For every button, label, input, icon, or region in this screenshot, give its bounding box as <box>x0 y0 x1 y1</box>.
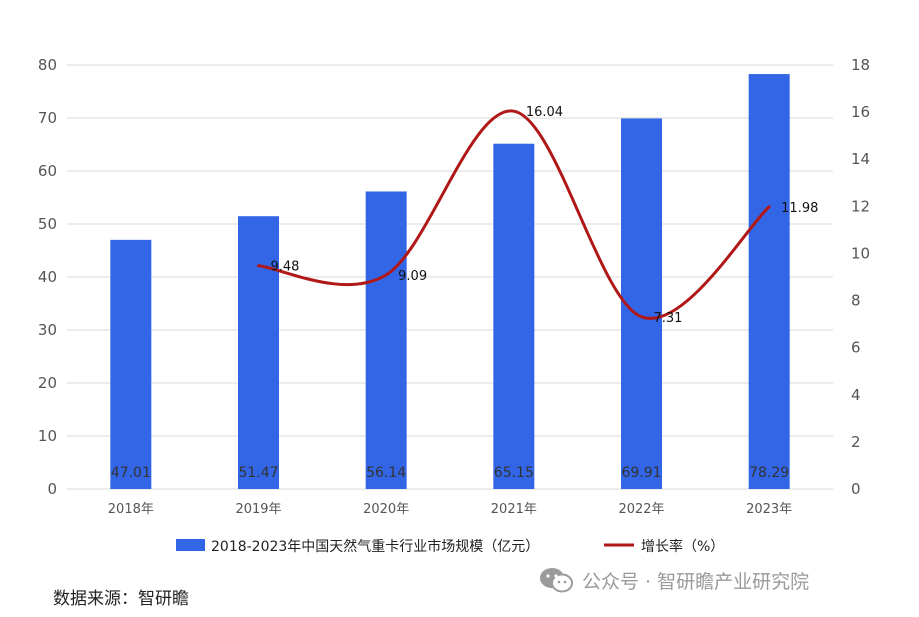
watermark-text: 公众号 · 智研瞻产业研究院 <box>582 570 810 593</box>
line-data-label: 11.98 <box>781 201 818 216</box>
bar-data-label: 56.14 <box>366 465 406 481</box>
bar <box>748 74 790 490</box>
x-tick-label: 2018年 <box>108 502 154 517</box>
y-right-tick-label: 8 <box>851 292 861 310</box>
y-right-tick-label: 10 <box>851 244 870 262</box>
legend-bar-swatch <box>176 539 205 551</box>
legend: 2018-2023年中国天然气重卡行业市场规模（亿元） 增长率（%） <box>176 538 724 555</box>
y-left-tick-label: 0 <box>47 480 57 498</box>
grid-lines <box>67 64 833 490</box>
y-right-tick-label: 18 <box>851 56 870 74</box>
source-note: 数据来源：智研瞻 <box>53 589 189 609</box>
bar-data-label: 65.15 <box>494 465 534 481</box>
bar-data-label: 51.47 <box>238 465 278 481</box>
line-data-label: 16.04 <box>526 105 563 120</box>
y-left-tick-label: 30 <box>38 321 57 339</box>
bar-data-labels: 47.01 51.47 56.14 65.15 69.91 78.29 <box>111 465 789 481</box>
y-left-tick-label: 50 <box>38 215 57 233</box>
bar-data-label: 47.01 <box>111 465 151 481</box>
bar <box>493 143 535 489</box>
x-tick-label: 2023年 <box>746 502 792 517</box>
line-series <box>257 109 771 320</box>
line-data-label: 9.09 <box>398 269 427 284</box>
x-tick-label: 2021年 <box>491 502 537 517</box>
y-right-tick-label: 0 <box>851 480 861 498</box>
line-data-labels: 9.48 9.09 16.04 7.31 11.98 <box>271 105 819 326</box>
y-right-tick-label: 14 <box>851 150 870 168</box>
bar <box>621 118 662 490</box>
line-data-label: 9.48 <box>271 260 300 275</box>
wechat-icon <box>540 568 573 593</box>
x-axis: 2018年 2019年 2020年 2021年 2022年 2023年 <box>108 502 792 517</box>
legend-bar-label: 2018-2023年中国天然气重卡行业市场规模（亿元） <box>211 538 539 555</box>
x-tick-label: 2022年 <box>618 502 664 517</box>
line-data-label: 7.31 <box>654 311 683 326</box>
y-left-tick-label: 60 <box>38 162 57 180</box>
bar <box>110 239 152 489</box>
x-tick-label: 2020年 <box>363 502 409 517</box>
growth-rate-line <box>257 109 771 320</box>
watermark: 公众号 · 智研瞻产业研究院 <box>538 566 809 594</box>
y-left-tick-label: 20 <box>38 374 57 392</box>
y-left-tick-label: 40 <box>38 268 57 286</box>
bar-series <box>110 74 790 490</box>
bar-data-label: 69.91 <box>621 465 661 481</box>
bar <box>365 191 407 489</box>
legend-line-label: 增长率（%） <box>641 538 724 555</box>
y-right-tick-label: 2 <box>851 433 861 451</box>
y-right-tick-label: 16 <box>851 103 870 121</box>
y-right-axis: 0 2 4 6 8 10 12 14 16 18 <box>851 56 870 498</box>
y-left-tick-label: 10 <box>38 427 57 445</box>
y-right-tick-label: 4 <box>851 386 861 404</box>
y-left-tick-label: 70 <box>38 109 57 127</box>
bar-data-label: 78.29 <box>749 465 789 481</box>
y-left-tick-label: 80 <box>38 56 57 74</box>
bar <box>238 216 279 490</box>
x-tick-label: 2019年 <box>235 502 281 517</box>
y-left-axis: 0 10 20 30 40 50 60 70 80 <box>38 56 57 498</box>
y-right-tick-label: 12 <box>851 197 870 215</box>
y-right-tick-label: 6 <box>851 339 861 357</box>
